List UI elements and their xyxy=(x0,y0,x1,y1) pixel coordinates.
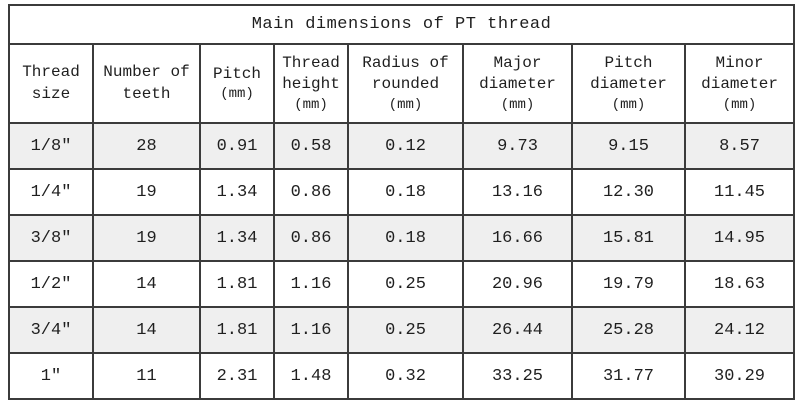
table-row: 3/4″ 14 1.81 1.16 0.25 26.44 25.28 24.12 xyxy=(8,306,796,354)
header-line: Major xyxy=(493,53,542,72)
pt-thread-dimensions-table: Main dimensions of PT thread Thread size… xyxy=(7,4,796,400)
cell-radius: 0.18 xyxy=(347,168,464,216)
cell-thread-size: 1/2″ xyxy=(8,260,94,308)
table-title: Main dimensions of PT thread xyxy=(7,4,796,45)
col-header-thread-size: Thread size xyxy=(8,43,94,124)
col-header-pitch-diameter: Pitch diameter (mm) xyxy=(571,43,686,124)
cell-minor-diameter: 8.57 xyxy=(683,122,796,170)
header-unit: (mm) xyxy=(500,97,535,113)
cell-pitch-diameter: 25.28 xyxy=(571,306,686,354)
cell-radius: 0.18 xyxy=(347,214,464,262)
cell-pitch-diameter: 12.30 xyxy=(571,168,686,216)
cell-minor-diameter: 30.29 xyxy=(683,352,796,400)
cell-thread-height: 1.16 xyxy=(273,306,349,354)
cell-radius: 0.25 xyxy=(347,306,464,354)
table-title-row: Main dimensions of PT thread xyxy=(7,4,796,45)
header-line: Thread xyxy=(282,53,340,72)
cell-teeth: 11 xyxy=(92,352,201,400)
cell-pitch-diameter: 19.79 xyxy=(571,260,686,308)
col-header-thread-height: Thread height (mm) xyxy=(273,43,349,124)
cell-major-diameter: 16.66 xyxy=(462,214,573,262)
col-header-radius-of-rounded: Radius of rounded (mm) xyxy=(347,43,464,124)
header-line: Minor xyxy=(715,53,764,72)
table-row: 1″ 11 2.31 1.48 0.32 33.25 31.77 30.29 xyxy=(8,352,796,400)
cell-teeth: 28 xyxy=(92,122,201,170)
header-line: Number of xyxy=(103,62,190,81)
cell-pitch-diameter: 15.81 xyxy=(571,214,686,262)
cell-minor-diameter: 24.12 xyxy=(683,306,796,354)
header-line: diameter xyxy=(701,75,778,94)
cell-major-diameter: 13.16 xyxy=(462,168,573,216)
cell-radius: 0.12 xyxy=(347,122,464,170)
header-unit: (mm) xyxy=(220,86,254,103)
header-line: Radius of xyxy=(362,53,449,72)
cell-thread-size: 3/8″ xyxy=(8,214,94,262)
header-unit: (mm) xyxy=(388,97,423,113)
cell-minor-diameter: 11.45 xyxy=(683,168,796,216)
table-row: 1/4″ 19 1.34 0.86 0.18 13.16 12.30 11.45 xyxy=(8,168,796,216)
cell-pitch-diameter: 31.77 xyxy=(571,352,686,400)
cell-teeth: 14 xyxy=(92,306,201,354)
cell-pitch: 1.81 xyxy=(199,260,275,308)
header-line: rounded xyxy=(371,75,440,94)
cell-pitch: 1.81 xyxy=(199,306,275,354)
cell-thread-height: 0.86 xyxy=(273,214,349,262)
cell-major-diameter: 33.25 xyxy=(462,352,573,400)
header-line: diameter xyxy=(479,75,556,94)
table-row: 1/8″ 28 0.91 0.58 0.12 9.73 9.15 8.57 xyxy=(8,122,796,170)
table-row: 3/8″ 19 1.34 0.86 0.18 16.66 15.81 14.95 xyxy=(8,214,796,262)
cell-radius: 0.25 xyxy=(347,260,464,308)
cell-thread-size: 3/4″ xyxy=(8,306,94,354)
cell-minor-diameter: 14.95 xyxy=(683,214,796,262)
cell-thread-size: 1/8″ xyxy=(8,122,94,170)
cell-pitch-diameter: 9.15 xyxy=(571,122,686,170)
col-header-pitch: Pitch (mm) xyxy=(199,43,275,124)
cell-minor-diameter: 18.63 xyxy=(683,260,796,308)
col-header-number-of-teeth: Number of teeth xyxy=(92,43,201,124)
header-line: teeth xyxy=(122,84,171,103)
header-line: height xyxy=(282,75,340,94)
col-header-major-diameter: Major diameter (mm) xyxy=(462,43,573,124)
cell-thread-height: 1.16 xyxy=(273,260,349,308)
header-line: Pitch xyxy=(212,64,261,83)
cell-pitch: 1.34 xyxy=(199,214,275,262)
cell-thread-height: 0.58 xyxy=(273,122,349,170)
cell-major-diameter: 9.73 xyxy=(462,122,573,170)
header-unit: (mm) xyxy=(722,97,757,113)
cell-thread-height: 1.48 xyxy=(273,352,349,400)
header-line: Pitch xyxy=(604,53,653,72)
cell-thread-size: 1″ xyxy=(8,352,94,400)
cell-pitch: 2.31 xyxy=(199,352,275,400)
header-unit: (mm) xyxy=(294,97,328,113)
header-line: size xyxy=(31,84,71,103)
header-unit: (mm) xyxy=(611,97,646,113)
cell-teeth: 19 xyxy=(92,214,201,262)
cell-teeth: 14 xyxy=(92,260,201,308)
table-row: 1/2″ 14 1.81 1.16 0.25 20.96 19.79 18.63 xyxy=(8,260,796,308)
header-line: Thread xyxy=(22,62,80,81)
cell-major-diameter: 26.44 xyxy=(462,306,573,354)
cell-major-diameter: 20.96 xyxy=(462,260,573,308)
cell-thread-size: 1/4″ xyxy=(8,168,94,216)
table-header-row: Thread size Number of teeth Pitch (mm) T… xyxy=(8,43,796,124)
cell-pitch: 1.34 xyxy=(199,168,275,216)
cell-pitch: 0.91 xyxy=(199,122,275,170)
col-header-minor-diameter: Minor diameter (mm) xyxy=(683,43,796,124)
header-line: diameter xyxy=(590,75,667,94)
cell-radius: 0.32 xyxy=(347,352,464,400)
cell-teeth: 19 xyxy=(92,168,201,216)
cell-thread-height: 0.86 xyxy=(273,168,349,216)
